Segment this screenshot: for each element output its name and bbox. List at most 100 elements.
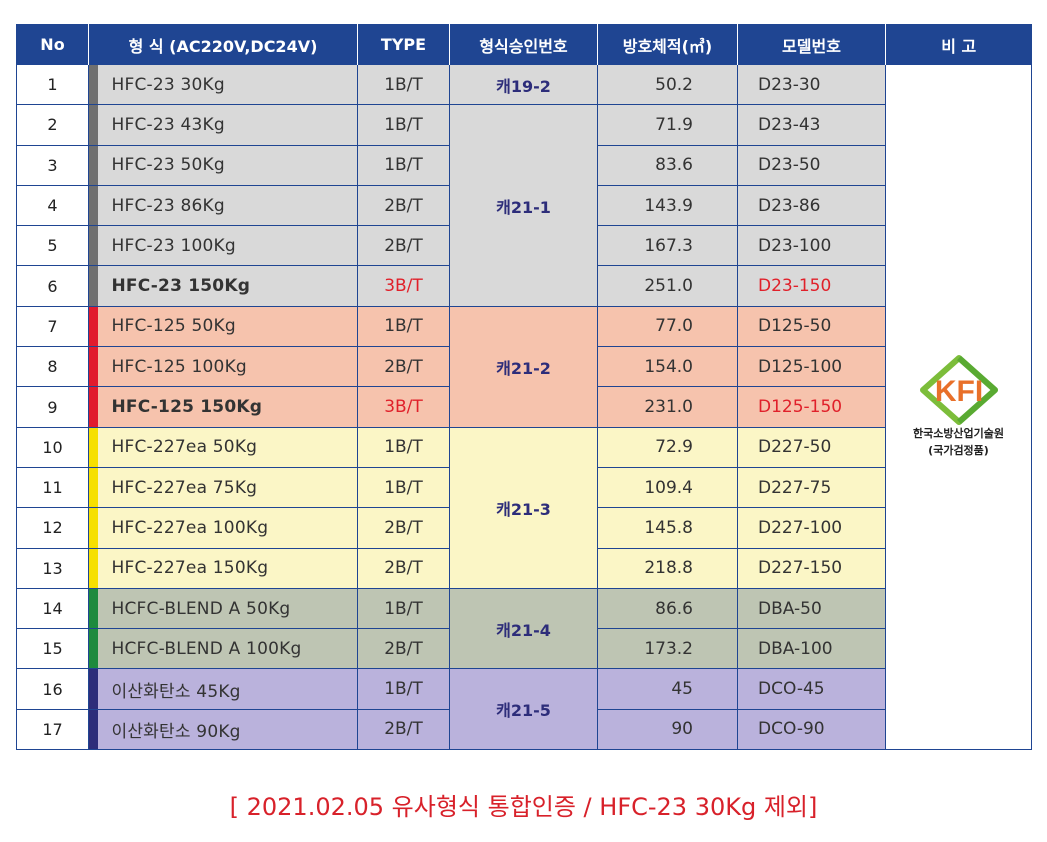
row-number: 9 xyxy=(16,386,89,428)
model-code: D227-150 xyxy=(737,548,886,589)
protection-volume: 167.3 xyxy=(597,225,738,267)
group-color-stripe xyxy=(88,346,98,388)
cylinder-type: 2B/T xyxy=(357,548,450,589)
row-number: 6 xyxy=(16,265,89,307)
table-row: 11 HFC-227ea 75Kg 1B/T 109.4 D227-75 xyxy=(16,467,1032,509)
protection-volume: 154.0 xyxy=(597,346,738,388)
row-number: 2 xyxy=(16,104,89,146)
protection-volume: 173.2 xyxy=(597,628,738,670)
group-color-stripe xyxy=(88,386,98,428)
model-code: D125-150 xyxy=(737,386,886,428)
header-model: 형 식 (AC220V,DC24V) xyxy=(88,24,358,65)
footnote: [ 2021.02.05 유사형식 통합인증 / HFC-23 30Kg 제외] xyxy=(229,793,818,821)
group-color-stripe xyxy=(88,145,98,186)
cylinder-type: 2B/T xyxy=(357,507,450,549)
model-code: D23-150 xyxy=(737,265,886,307)
row-number: 10 xyxy=(16,427,89,468)
row-number: 15 xyxy=(16,628,89,670)
row-number: 1 xyxy=(16,65,89,106)
cylinder-type: 2B/T xyxy=(357,346,450,388)
model-code: D125-100 xyxy=(737,346,886,388)
group-color-stripe xyxy=(88,507,98,549)
row-number: 11 xyxy=(16,467,89,509)
kfi-certification: KFI 한국소방산업기술원 (국가검정품) xyxy=(886,355,1031,459)
table-row: 8 HFC-125 100Kg 2B/T 154.0 D125-100 xyxy=(16,346,1032,388)
table-row: 2 HFC-23 43Kg 1B/T 캐21-1 71.9 D23-43 xyxy=(16,104,1032,307)
row-number: 3 xyxy=(16,145,89,186)
table-row: 10 HFC-227ea 50Kg 1B/T 캐21-3 72.9 D227-50 xyxy=(16,427,1032,589)
group-color-stripe xyxy=(88,265,98,307)
table-row: 12 HFC-227ea 100Kg 2B/T 145.8 D227-100 xyxy=(16,507,1032,549)
group-color-stripe xyxy=(88,709,98,751)
model-name: HFC-125 150Kg xyxy=(97,386,358,428)
model-code: DCO-45 xyxy=(737,668,886,710)
header-approval: 형식승인번호 xyxy=(449,24,598,65)
protection-volume: 77.0 xyxy=(597,306,738,348)
table-row: 3 HFC-23 50Kg 1B/T 83.6 D23-50 xyxy=(16,145,1032,186)
kfi-name: 한국소방산업기술원 xyxy=(912,427,1005,441)
row-number: 4 xyxy=(16,185,89,227)
cylinder-type: 1B/T xyxy=(357,306,450,348)
cylinder-type: 1B/T xyxy=(357,145,450,186)
model-code: D23-86 xyxy=(737,185,886,227)
model-code: D227-100 xyxy=(737,507,886,549)
table-row: 17 이산화탄소 90Kg 2B/T 90 DCO-90 xyxy=(16,709,1032,751)
approval-number: 캐21-4 xyxy=(449,588,598,670)
row-number: 5 xyxy=(16,225,89,267)
model-name: HCFC-BLEND A 50Kg xyxy=(97,588,358,630)
cylinder-type: 2B/T xyxy=(357,225,450,267)
group-color-stripe xyxy=(88,427,98,468)
model-name: HFC-23 86Kg xyxy=(97,185,358,227)
model-name: HFC-227ea 150Kg xyxy=(97,548,358,589)
cylinder-type: 2B/T xyxy=(357,628,450,670)
protection-volume: 72.9 xyxy=(597,427,738,468)
header-no: No xyxy=(16,24,89,65)
group-color-stripe xyxy=(88,225,98,267)
kfi-logo-text: KFI xyxy=(934,375,982,408)
model-name: HFC-23 30Kg xyxy=(97,65,358,106)
model-code: D23-100 xyxy=(737,225,886,267)
protection-volume: 251.0 xyxy=(597,265,738,307)
cylinder-type: 1B/T xyxy=(357,65,450,106)
protection-volume: 83.6 xyxy=(597,145,738,186)
group-color-stripe xyxy=(88,668,98,710)
protection-volume: 218.8 xyxy=(597,548,738,589)
model-code: DBA-50 xyxy=(737,588,886,630)
protection-volume: 145.8 xyxy=(597,507,738,549)
protection-volume: 86.6 xyxy=(597,588,738,630)
table-row: 15 HCFC-BLEND A 100Kg 2B/T 173.2 DBA-100 xyxy=(16,628,1032,670)
cylinder-type: 1B/T xyxy=(357,668,450,710)
approval-number: 캐21-3 xyxy=(449,427,598,589)
cylinder-type: 1B/T xyxy=(357,104,450,146)
protection-volume: 50.2 xyxy=(597,65,738,106)
table-row: 14 HCFC-BLEND A 50Kg 1B/T 캐21-4 86.6 DBA-50 xyxy=(16,588,1032,670)
table-row: 5 HFC-23 100Kg 2B/T 167.3 D23-100 xyxy=(16,225,1032,267)
model-name: HFC-23 43Kg xyxy=(97,104,358,146)
model-name: HFC-23 100Kg xyxy=(97,225,358,267)
model-name: HFC-227ea 100Kg xyxy=(97,507,358,549)
row-number: 8 xyxy=(16,346,89,388)
table-header-row: No 형 식 (AC220V,DC24V) TYPE 형식승인번호 방호체적(㎥… xyxy=(16,24,1032,65)
model-name: 이산화탄소 90Kg xyxy=(97,709,358,751)
group-color-stripe xyxy=(88,467,98,509)
row-number: 7 xyxy=(16,306,89,348)
remark-cell: KFI 한국소방산업기술원 (국가검정품) xyxy=(885,65,1032,751)
cylinder-type: 1B/T xyxy=(357,588,450,630)
table-row: 4 HFC-23 86Kg 2B/T 143.9 D23-86 xyxy=(16,185,1032,227)
header-type: TYPE xyxy=(357,24,450,65)
model-name: HFC-125 50Kg xyxy=(97,306,358,348)
header-remark: 비 고 xyxy=(885,24,1032,65)
row-number: 17 xyxy=(16,709,89,751)
model-name: HCFC-BLEND A 100Kg xyxy=(97,628,358,670)
group-color-stripe xyxy=(88,104,98,146)
model-code: D227-50 xyxy=(737,427,886,468)
kfi-logo-icon: KFI xyxy=(919,355,998,426)
group-color-stripe xyxy=(88,548,98,589)
table-row: 16 이산화탄소 45Kg 1B/T 캐21-5 45 DCO-45 xyxy=(16,668,1032,751)
model-code: D23-50 xyxy=(737,145,886,186)
table-row: 1 HFC-23 30Kg 1B/T 캐19-2 50.2 D23-30 KFI 한국소방… xyxy=(16,65,1032,751)
row-number: 14 xyxy=(16,588,89,630)
row-number: 12 xyxy=(16,507,89,549)
table-row: 13 HFC-227ea 150Kg 2B/T 218.8 D227-150 xyxy=(16,548,1032,589)
product-spec-table: No 형 식 (AC220V,DC24V) TYPE 형식승인번호 방호체적(㎥… xyxy=(16,24,1032,751)
